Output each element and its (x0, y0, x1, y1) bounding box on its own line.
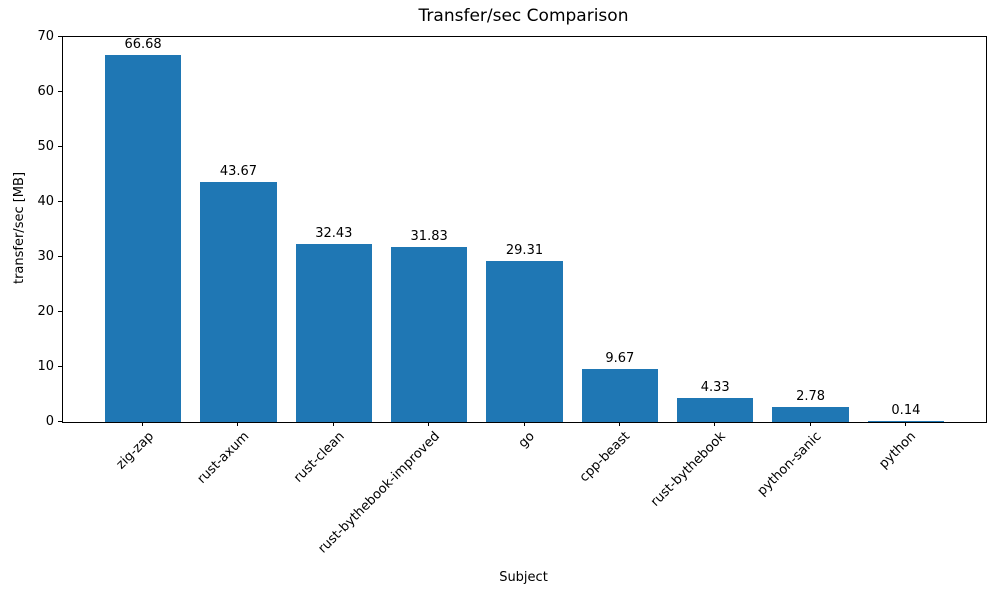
y-tick-label: 50 (37, 139, 54, 154)
x-tick-mark (714, 422, 716, 426)
bar-python (867, 421, 945, 422)
y-tick-label: 70 (37, 29, 54, 44)
x-tick-label-zig-zap: zig-zap (113, 429, 157, 473)
chart-title: Transfer/sec Comparison (418, 6, 629, 26)
y-tick-mark (58, 421, 62, 422)
y-tick-label: 20 (37, 304, 54, 319)
bar-value-label: 0.14 (891, 403, 921, 418)
bar-rust-bythebook-improved (391, 246, 468, 422)
x-tick-mark (809, 422, 811, 426)
bar-value-label: 29.31 (505, 242, 544, 258)
x-tick-mark (618, 422, 620, 426)
y-tick-label: 0 (45, 414, 54, 429)
bar-value-label: 43.67 (219, 163, 258, 179)
y-tick-mark (58, 256, 62, 257)
y-axis-label: transfer/sec [MB] (12, 171, 27, 285)
x-tick-mark (428, 422, 430, 426)
bar-rust-clean (295, 243, 372, 422)
x-tick-label-cpp-beast: cpp-beast (577, 429, 634, 486)
y-tick-mark (58, 36, 62, 37)
y-tick-label: 40 (37, 194, 54, 209)
bar-rust-bythebook (677, 398, 754, 422)
plot-area: 66.68 43.67 32.43 31.83 29.31 9.67 4.33 2.78 0.1… (62, 36, 987, 423)
y-tick-label: 10 (37, 359, 54, 374)
bar-value-label: 4.33 (700, 380, 730, 396)
y-tick-label: 30 (37, 249, 54, 264)
x-tick-label-go: go (516, 429, 539, 452)
y-tick-mark (58, 201, 62, 202)
x-tick-mark (904, 422, 906, 426)
bar-value-label: 2.78 (796, 388, 826, 404)
x-tick-label-rust-clean: rust-clean (290, 429, 348, 486)
x-tick-label-python: python (876, 429, 920, 472)
x-tick-label-python-sanic: python-sanic (754, 429, 825, 499)
bar-value-label: 9.67 (605, 350, 635, 366)
x-tick-mark (523, 422, 525, 426)
bar-go (486, 260, 563, 422)
bar-value-label: 66.68 (124, 37, 162, 53)
x-tick-mark (237, 422, 239, 426)
x-tick-label-rust-bythebook: rust-bythebook (648, 429, 729, 510)
y-tick-mark (58, 146, 62, 147)
y-tick-mark (58, 366, 62, 367)
bar-rust-axum (200, 181, 277, 422)
x-tick-label-rust-axum: rust-axum (194, 429, 253, 487)
x-tick-mark (332, 422, 334, 426)
bar-value-label: 32.43 (315, 225, 353, 241)
y-tick-mark (58, 91, 62, 92)
x-axis-label: Subject (499, 570, 548, 585)
bar-value-label: 31.83 (410, 228, 448, 244)
y-tick-label: 60 (37, 84, 54, 99)
bar-python-sanic (772, 406, 849, 422)
y-tick-mark (58, 311, 62, 312)
bar-zig-zap (104, 55, 182, 422)
bar-cpp-beast (581, 368, 658, 422)
x-tick-mark (142, 422, 144, 426)
